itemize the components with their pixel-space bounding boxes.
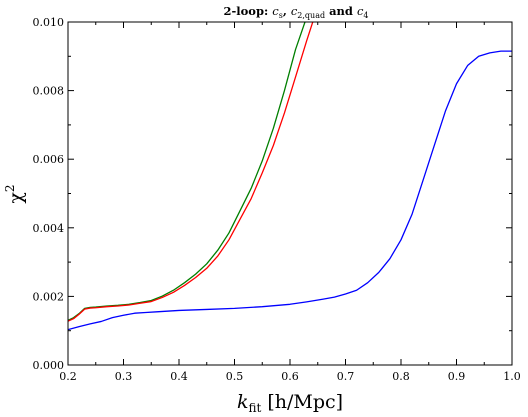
x-tick-label: 0.7 (337, 370, 355, 383)
x-tick-label: 0.2 (59, 370, 77, 383)
y-axis-label: χ2 (3, 184, 27, 203)
ticks-layer: 0.2 0.3 0.4 0.5 0.6 0.7 0.8 0.9 1.0 0.000 0.002 0.0… (33, 16, 521, 383)
x-tick-label: 0.5 (226, 370, 244, 383)
chart-title: 2-loop: cs, c2,quad and c4 (223, 4, 368, 20)
series-line-2 (68, 22, 314, 322)
x-axis-label: kfit [h/Mpc] (237, 391, 343, 415)
y-tick-label: 0.008 (33, 85, 65, 98)
x-tick-label: 0.9 (448, 370, 466, 383)
y-tick-label: 0.006 (33, 153, 65, 166)
series-layer (68, 22, 512, 331)
x-tick-label: 0.6 (281, 370, 299, 383)
y-tick-label: 0.000 (33, 359, 65, 372)
x-tick-label: 1.0 (503, 370, 521, 383)
x-tick-label: 0.3 (115, 370, 133, 383)
y-tick-label: 0.004 (33, 222, 65, 235)
y-tick-label: 0.002 (33, 290, 65, 303)
x-tick-label: 0.8 (392, 370, 410, 383)
series-line-3 (68, 50, 512, 331)
y-tick-label: 0.010 (33, 16, 65, 29)
plot-frame (67, 21, 513, 366)
x-tick-label: 0.4 (170, 370, 188, 383)
series-line-1 (68, 22, 306, 321)
